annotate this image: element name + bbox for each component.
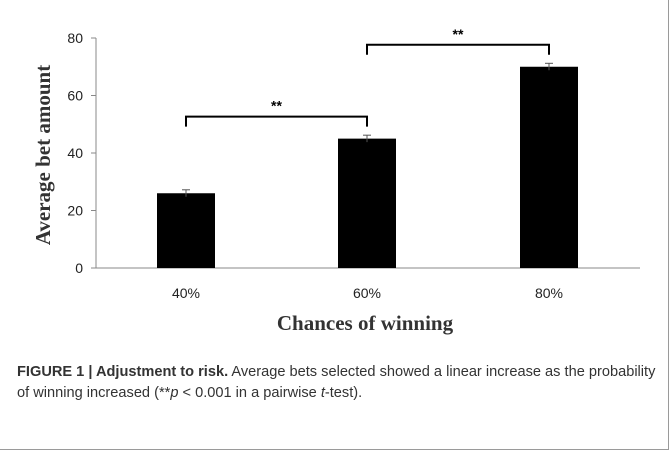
x-axis: 40% 60% 80% bbox=[96, 267, 640, 301]
caption-text-after: -test). bbox=[324, 385, 363, 401]
significance-label-1: ** bbox=[453, 26, 464, 42]
significance-brackets: ** ** bbox=[185, 26, 550, 127]
y-tick-label-4: 80 bbox=[67, 30, 83, 46]
y-axis-title: Average bet amount bbox=[31, 65, 55, 245]
x-tick-label-0: 40% bbox=[172, 285, 200, 301]
bar-chart: 0 20 40 60 80 40% 60% 80% ** ** Average bet amo… bbox=[31, 26, 640, 335]
x-axis-title: Chances of winning bbox=[277, 311, 454, 335]
significance-bracket-0 bbox=[185, 115, 368, 127]
caption-p-var: p bbox=[170, 385, 179, 401]
caption-t-var: t bbox=[320, 385, 325, 401]
y-tick-label-3: 60 bbox=[67, 88, 83, 104]
figure-caption: FIGURE 1 | Adjustment to risk. Average b… bbox=[17, 362, 657, 404]
y-axis: 0 20 40 60 80 bbox=[67, 30, 97, 276]
significance-bracket-1 bbox=[366, 43, 550, 55]
bar-0 bbox=[157, 193, 215, 268]
y-tick-label-0: 0 bbox=[75, 260, 83, 276]
y-tick-label-1: 20 bbox=[67, 203, 83, 219]
bar-1 bbox=[338, 138, 396, 268]
caption-label: FIGURE 1 | Adjustment to risk. bbox=[17, 364, 229, 380]
x-tick-label-2: 80% bbox=[535, 285, 563, 301]
caption-text-mid: < 0.001 in a pairwise bbox=[178, 385, 321, 401]
caption-text-before: Average bets selected showed a linear in… bbox=[17, 364, 656, 401]
bar-2 bbox=[520, 66, 578, 268]
y-tick-label-2: 40 bbox=[67, 145, 83, 161]
bars bbox=[157, 62, 578, 268]
x-tick-label-1: 60% bbox=[353, 285, 381, 301]
significance-label-0: ** bbox=[271, 98, 282, 114]
